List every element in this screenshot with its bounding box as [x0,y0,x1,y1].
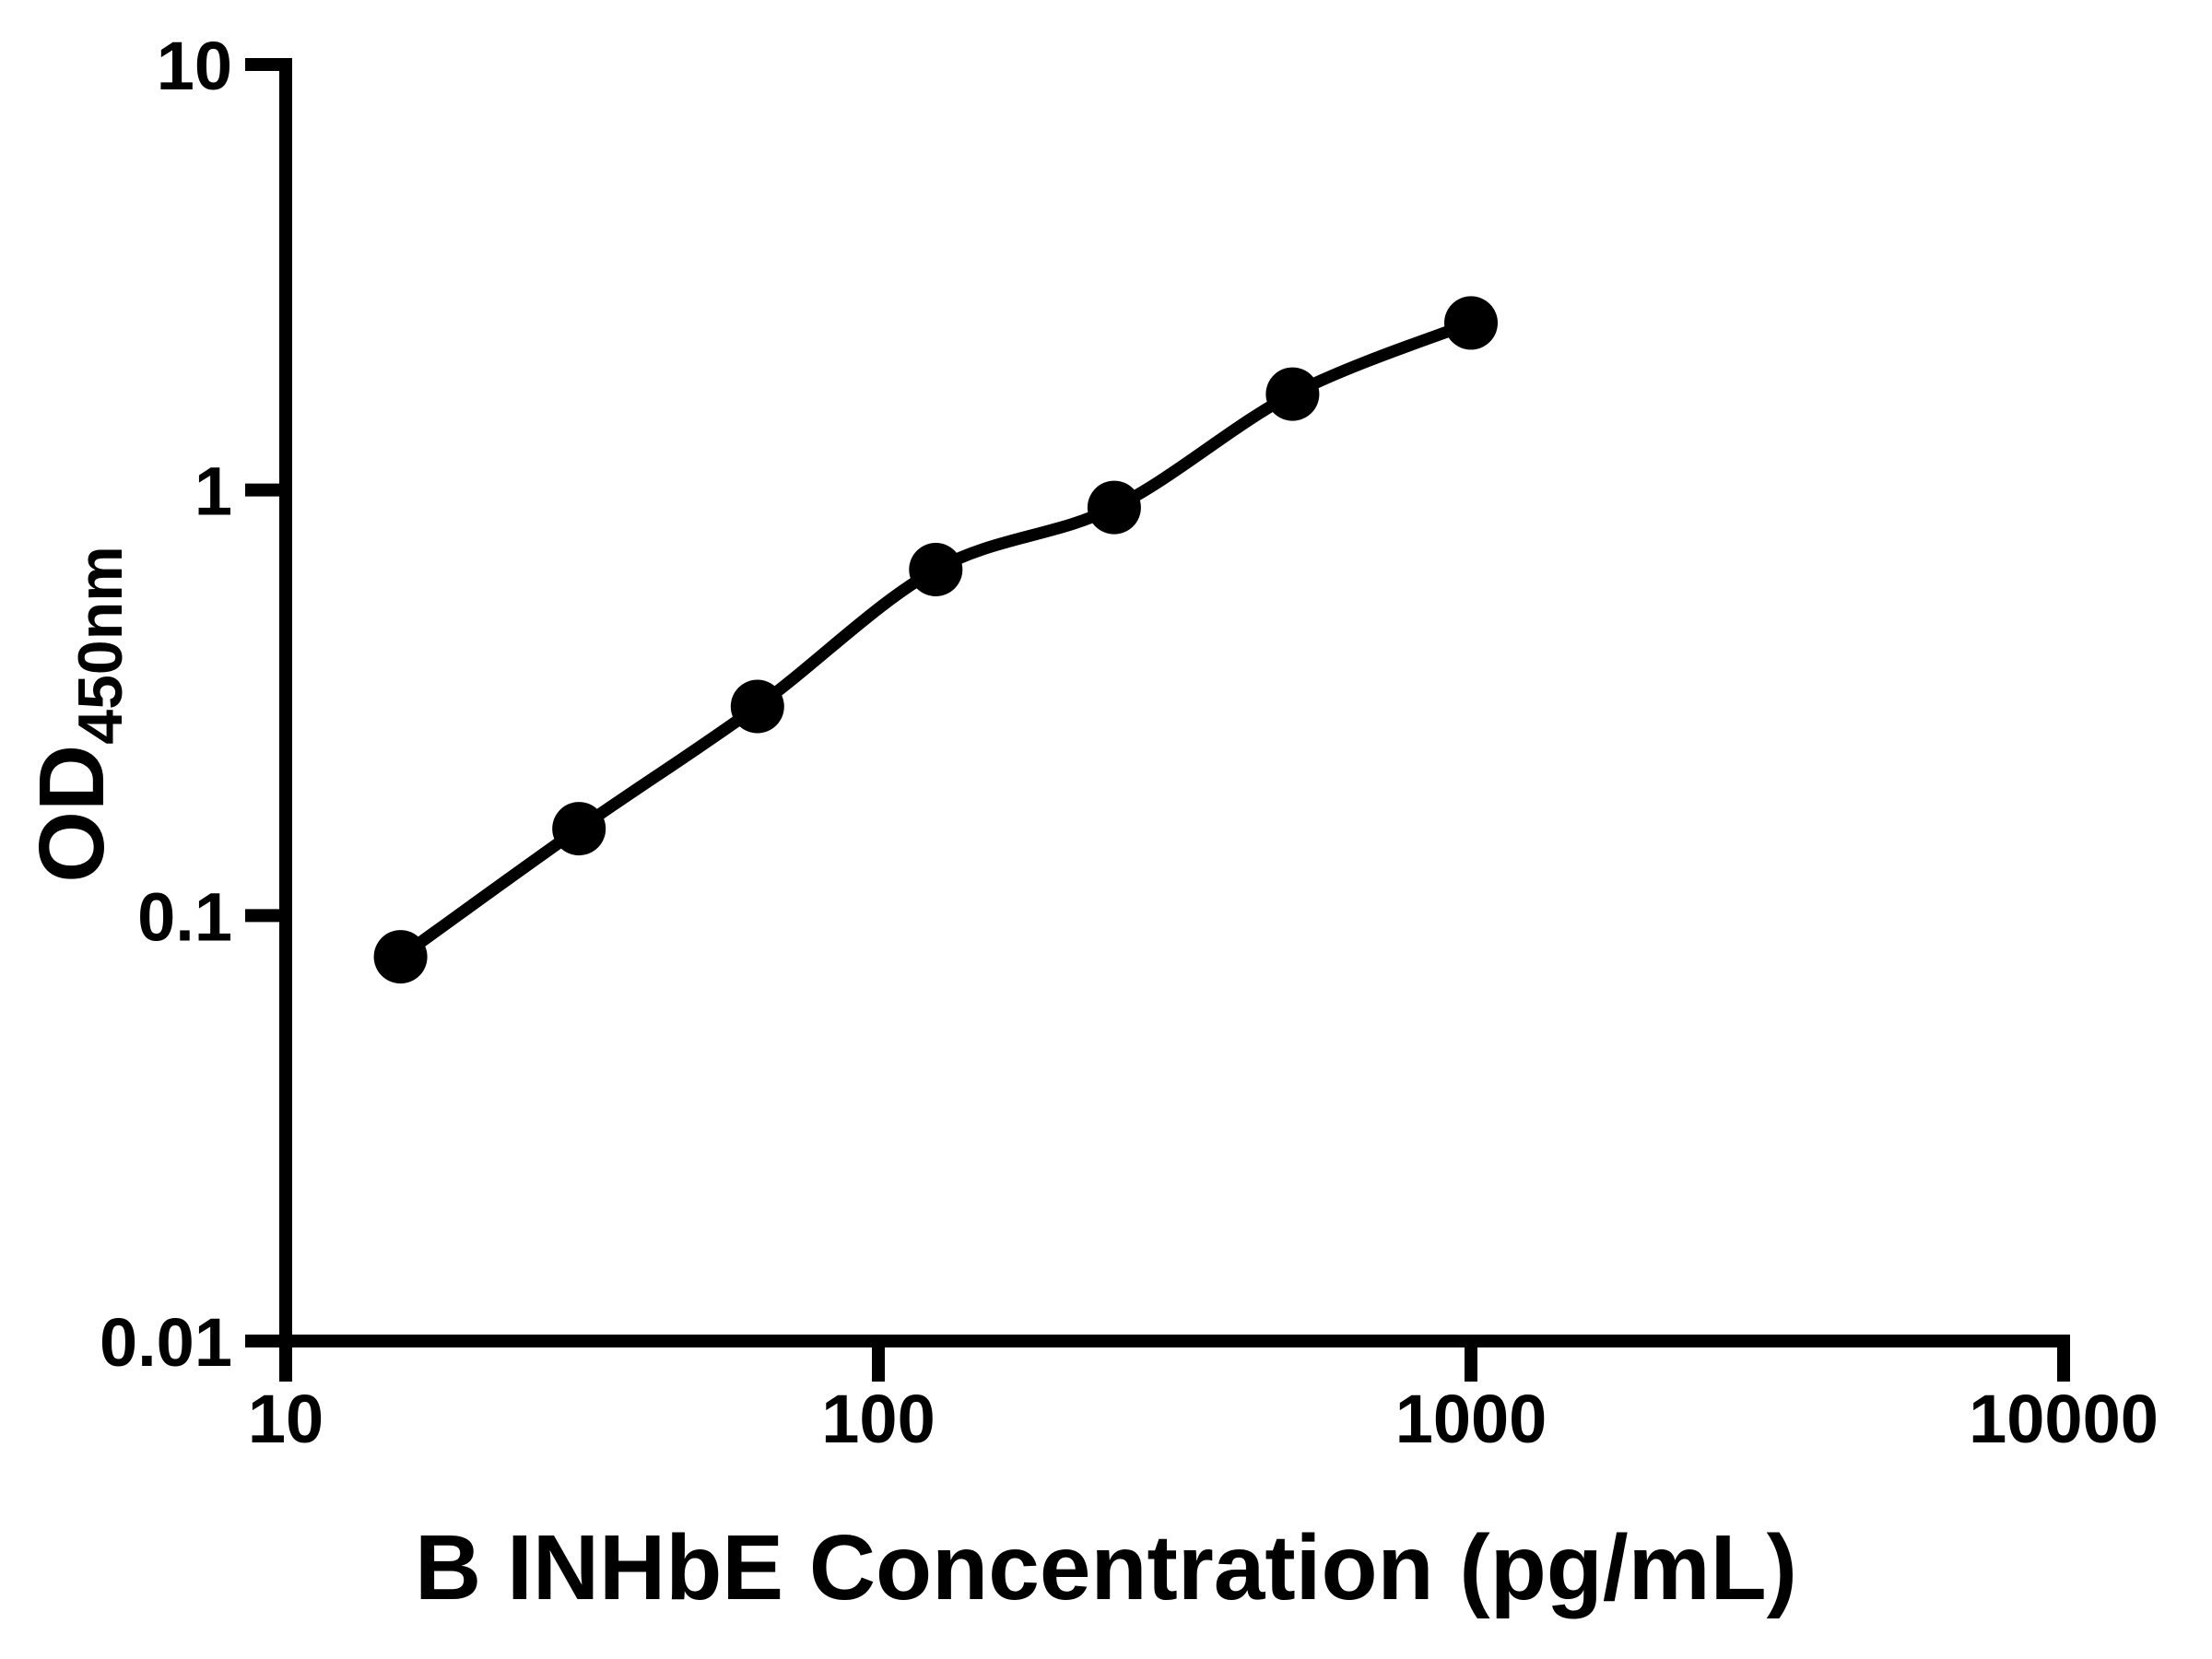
data-point-1 [552,802,606,856]
x-axis-title: B INHbE Concentration (pg/mL) [415,1516,1797,1619]
x-tick-label-10: 10 [248,1381,324,1457]
data-point-4 [1087,480,1141,535]
y-tick-label-0.01: 0.01 [100,1304,232,1381]
data-point-5 [1265,367,1320,421]
y-tick-label-1: 1 [194,453,232,530]
data-point-2 [730,679,784,734]
data-point-0 [373,930,428,984]
y-tick-label-0.1: 0.1 [137,878,232,955]
y-axis-title: OD450nm [12,346,135,1083]
data-point-3 [909,543,963,596]
y-tick-label-10: 10 [157,28,232,104]
y-axis-title-main: OD [20,744,124,883]
data-point-6 [1444,296,1498,350]
x-tick-label-10000: 10000 [1969,1381,2159,1457]
x-tick-label-100: 100 [821,1381,935,1457]
y-axis-title-subscript: 450nm [65,546,135,745]
x-tick-label-1000: 1000 [1395,1381,1547,1457]
standard-curve-line [396,317,1474,962]
